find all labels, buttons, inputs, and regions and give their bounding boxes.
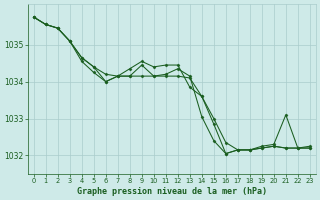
X-axis label: Graphe pression niveau de la mer (hPa): Graphe pression niveau de la mer (hPa) bbox=[77, 187, 267, 196]
